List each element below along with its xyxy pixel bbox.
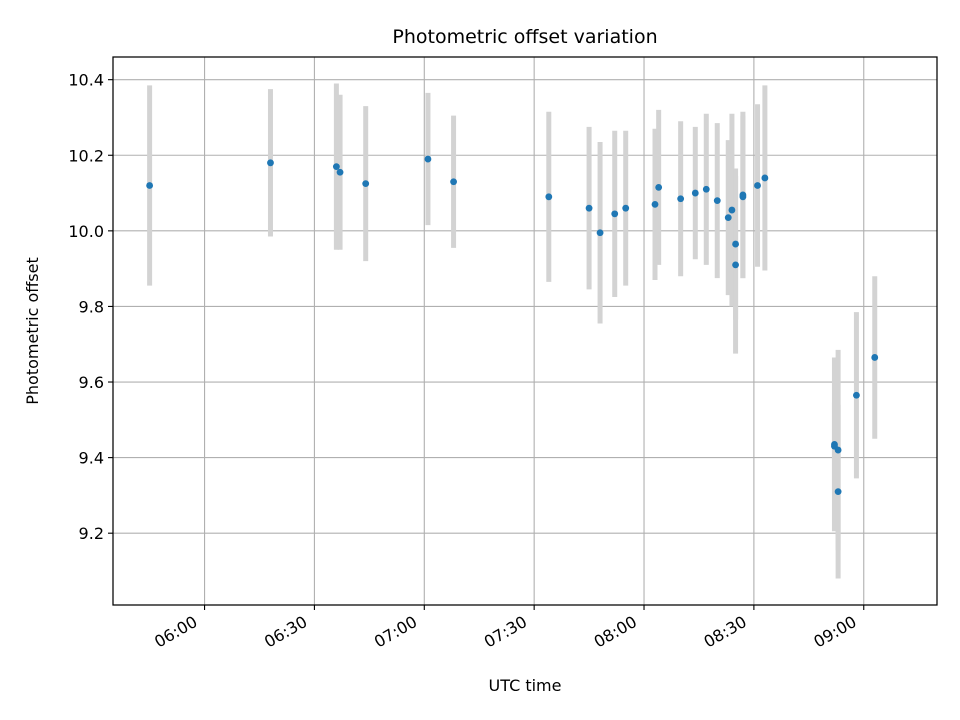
y-tick-label: 9.4 (79, 449, 104, 468)
data-point (739, 191, 747, 199)
data-point (545, 193, 553, 201)
plot-frame (112, 56, 938, 606)
data-point (702, 185, 710, 193)
data-point (651, 200, 659, 208)
data-point (713, 197, 721, 205)
x-axis-title: UTC time (489, 676, 562, 695)
data-point (585, 204, 593, 212)
data-point (871, 354, 879, 361)
data-point (677, 195, 685, 203)
data-point (691, 189, 699, 197)
data-point (732, 261, 739, 269)
data-point (450, 178, 457, 186)
data-point (267, 159, 274, 167)
y-tick-label: 10.0 (68, 222, 104, 241)
data-point (853, 391, 860, 399)
data-point (834, 446, 842, 454)
y-axis-title: Photometric offset (23, 257, 42, 405)
data-point (362, 180, 370, 188)
data-point (596, 229, 604, 237)
data-point (728, 206, 736, 214)
data-point (834, 488, 842, 496)
data-point (611, 210, 619, 218)
y-tick-label: 9.6 (79, 373, 104, 392)
plot-area (113, 57, 937, 605)
data-point (424, 155, 432, 163)
data-point (336, 168, 344, 176)
chart-title: Photometric offset variation (392, 26, 657, 48)
data-points (146, 155, 879, 496)
data-point (655, 183, 663, 191)
y-tick-label: 9.8 (79, 297, 104, 316)
data-point (761, 174, 769, 182)
y-tick-label: 10.2 (68, 146, 104, 165)
y-tick-label: 9.2 (79, 524, 104, 543)
data-point (724, 214, 732, 222)
data-point (332, 163, 340, 171)
grid (113, 57, 937, 605)
data-point (732, 240, 739, 248)
data-point (754, 182, 761, 189)
data-point (622, 204, 630, 212)
y-tick-label: 10.4 (68, 71, 104, 90)
data-point (146, 182, 154, 189)
